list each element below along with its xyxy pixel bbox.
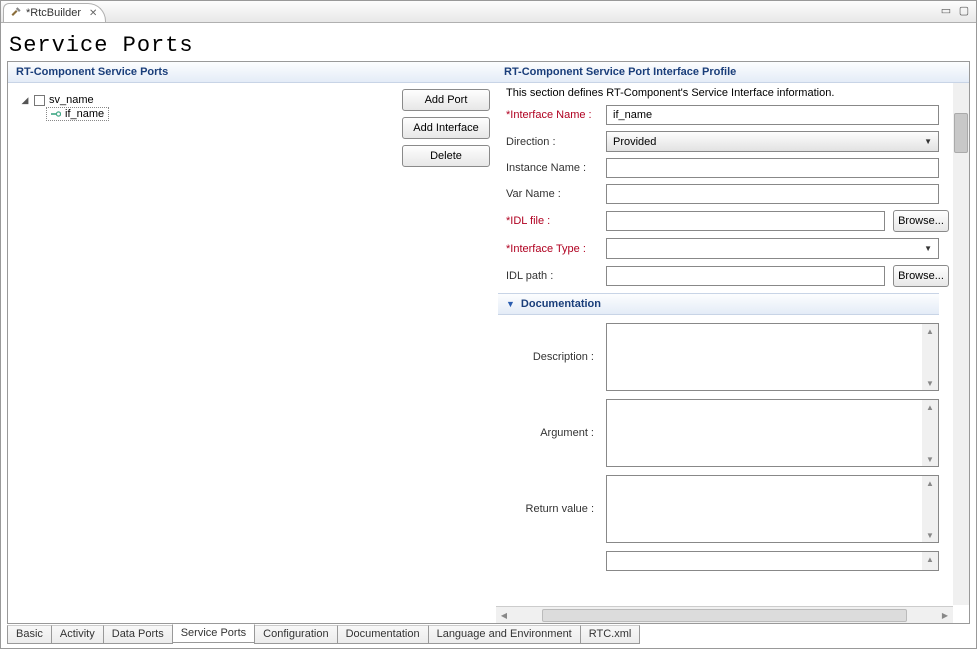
scroll-down-icon: ▼ (922, 376, 938, 390)
left-panel-header: RT-Component Service Ports (8, 62, 496, 83)
select-interface-type[interactable]: ▼ (606, 238, 939, 259)
bottom-tab-language-and-environment[interactable]: Language and Environment (428, 625, 581, 644)
row-doc-argument: Argument : ▲▼ (498, 399, 949, 467)
hammer-icon (10, 7, 22, 19)
bottom-tab-documentation[interactable]: Documentation (337, 625, 429, 644)
bottom-tab-basic[interactable]: Basic (7, 625, 52, 644)
editor-tab-bar: *RtcBuilder ✕ ▭ ▢ (1, 1, 976, 23)
close-icon[interactable]: ✕ (89, 8, 97, 19)
page-title: Service Ports (1, 23, 976, 64)
section-collapse-icon: ▼ (506, 299, 515, 309)
select-direction-value: Provided (613, 136, 656, 148)
row-interface-type: *Interface Type : ▼ (498, 238, 939, 259)
textarea-doc-extra[interactable] (606, 551, 939, 571)
left-panel-body: ◢ sv_name if_name Add Port Add Interface… (8, 83, 496, 623)
row-idl-path: IDL path : Browse... (498, 265, 949, 287)
right-panel-header: RT-Component Service Port Interface Prof… (496, 62, 969, 83)
input-idl-file[interactable] (606, 211, 885, 231)
input-interface-name[interactable] (606, 105, 939, 125)
documentation-header[interactable]: ▼ Documentation (498, 293, 939, 315)
editor-tab-title: *RtcBuilder (26, 7, 81, 19)
bottom-tab-configuration[interactable]: Configuration (254, 625, 337, 644)
row-instance-name: Instance Name : (498, 158, 939, 178)
input-var-name[interactable] (606, 184, 939, 204)
textarea-doc-return[interactable] (606, 475, 939, 543)
port-box-icon (34, 95, 45, 106)
label-instance-name: Instance Name : (498, 162, 606, 174)
scroll-up-icon: ▲ (922, 552, 938, 566)
label-doc-argument: Argument : (498, 427, 606, 439)
row-idl-file: *IDL file : Browse... (498, 210, 949, 232)
row-doc-extra: ▲ (498, 551, 949, 571)
horizontal-scrollbar[interactable]: ◀ ▶ (496, 606, 953, 623)
textarea-doc-description[interactable] (606, 323, 939, 391)
left-panel: RT-Component Service Ports ◢ sv_name if_… (8, 62, 496, 623)
editor-tab[interactable]: *RtcBuilder ✕ (3, 3, 106, 22)
label-interface-type: *Interface Type : (498, 243, 606, 255)
right-panel-body: This section defines RT-Component's Serv… (496, 83, 969, 623)
content-area: RT-Component Service Ports ◢ sv_name if_… (7, 61, 970, 624)
right-scroll-viewport: This section defines RT-Component's Serv… (496, 83, 953, 606)
scrollbar-thumb[interactable] (954, 113, 968, 153)
chevron-down-icon: ▼ (924, 244, 932, 253)
maximize-icon[interactable]: ▢ (958, 4, 970, 16)
right-panel: RT-Component Service Port Interface Prof… (496, 62, 969, 623)
documentation-section: ▼ Documentation Description : ▲▼ Argumen… (498, 293, 949, 571)
scroll-left-icon: ◀ (496, 611, 512, 620)
tree-interface-label: if_name (65, 108, 104, 120)
scrollbar-track[interactable] (512, 608, 937, 623)
provided-interface-icon (51, 109, 61, 119)
row-doc-description: Description : ▲▼ (498, 323, 949, 391)
label-idl-file: *IDL file : (498, 215, 606, 227)
textarea-scrollbar[interactable]: ▲▼ (922, 324, 938, 390)
vertical-scrollbar[interactable] (953, 83, 969, 605)
browse-idl-file-button[interactable]: Browse... (893, 210, 949, 232)
label-interface-name: *Interface Name : (498, 109, 606, 121)
bottom-tab-activity[interactable]: Activity (51, 625, 104, 644)
minimize-icon[interactable]: ▭ (940, 4, 952, 16)
form-description: This section defines RT-Component's Serv… (506, 87, 949, 99)
tree-expand-icon[interactable]: ◢ (20, 95, 30, 106)
textarea-scrollbar[interactable]: ▲▼ (922, 476, 938, 542)
chevron-down-icon: ▼ (924, 137, 932, 146)
bottom-tab-service-ports[interactable]: Service Ports (172, 624, 255, 643)
row-direction: Direction : Provided ▼ (498, 131, 939, 152)
input-instance-name[interactable] (606, 158, 939, 178)
tree-interface-node[interactable]: if_name (46, 107, 109, 121)
row-var-name: Var Name : (498, 184, 939, 204)
documentation-header-label: Documentation (521, 298, 601, 310)
label-var-name: Var Name : (498, 188, 606, 200)
row-interface-name: *Interface Name : (498, 105, 939, 125)
delete-button[interactable]: Delete (402, 145, 490, 167)
bottom-tab-rtc-xml[interactable]: RTC.xml (580, 625, 641, 644)
select-direction[interactable]: Provided ▼ (606, 131, 939, 152)
add-interface-button[interactable]: Add Interface (402, 117, 490, 139)
scrollbar-thumb[interactable] (542, 609, 907, 622)
service-port-tree: ◢ sv_name if_name (14, 89, 402, 617)
label-doc-return: Return value : (498, 503, 606, 515)
add-port-button[interactable]: Add Port (402, 89, 490, 111)
tree-button-column: Add Port Add Interface Delete (402, 89, 490, 617)
bottom-tab-bar: BasicActivityData PortsService PortsConf… (7, 625, 639, 644)
scroll-down-icon: ▼ (922, 452, 938, 466)
row-doc-return: Return value : ▲▼ (498, 475, 949, 543)
textarea-scrollbar[interactable]: ▲▼ (922, 400, 938, 466)
textarea-doc-argument[interactable] (606, 399, 939, 467)
tree-port-label: sv_name (49, 94, 94, 106)
label-doc-description: Description : (498, 351, 606, 363)
label-idl-path: IDL path : (498, 270, 606, 282)
scroll-up-icon: ▲ (922, 476, 938, 490)
label-direction: Direction : (498, 136, 606, 148)
textarea-scrollbar[interactable]: ▲ (922, 552, 938, 570)
scroll-up-icon: ▲ (922, 400, 938, 414)
bottom-tab-data-ports[interactable]: Data Ports (103, 625, 173, 644)
input-idl-path[interactable] (606, 266, 885, 286)
scroll-right-icon: ▶ (937, 611, 953, 620)
browse-idl-path-button[interactable]: Browse... (893, 265, 949, 287)
titlebar-actions: ▭ ▢ (940, 4, 970, 16)
tree-port-node[interactable]: ◢ sv_name (18, 93, 398, 107)
scroll-down-icon: ▼ (922, 528, 938, 542)
scroll-up-icon: ▲ (922, 324, 938, 338)
